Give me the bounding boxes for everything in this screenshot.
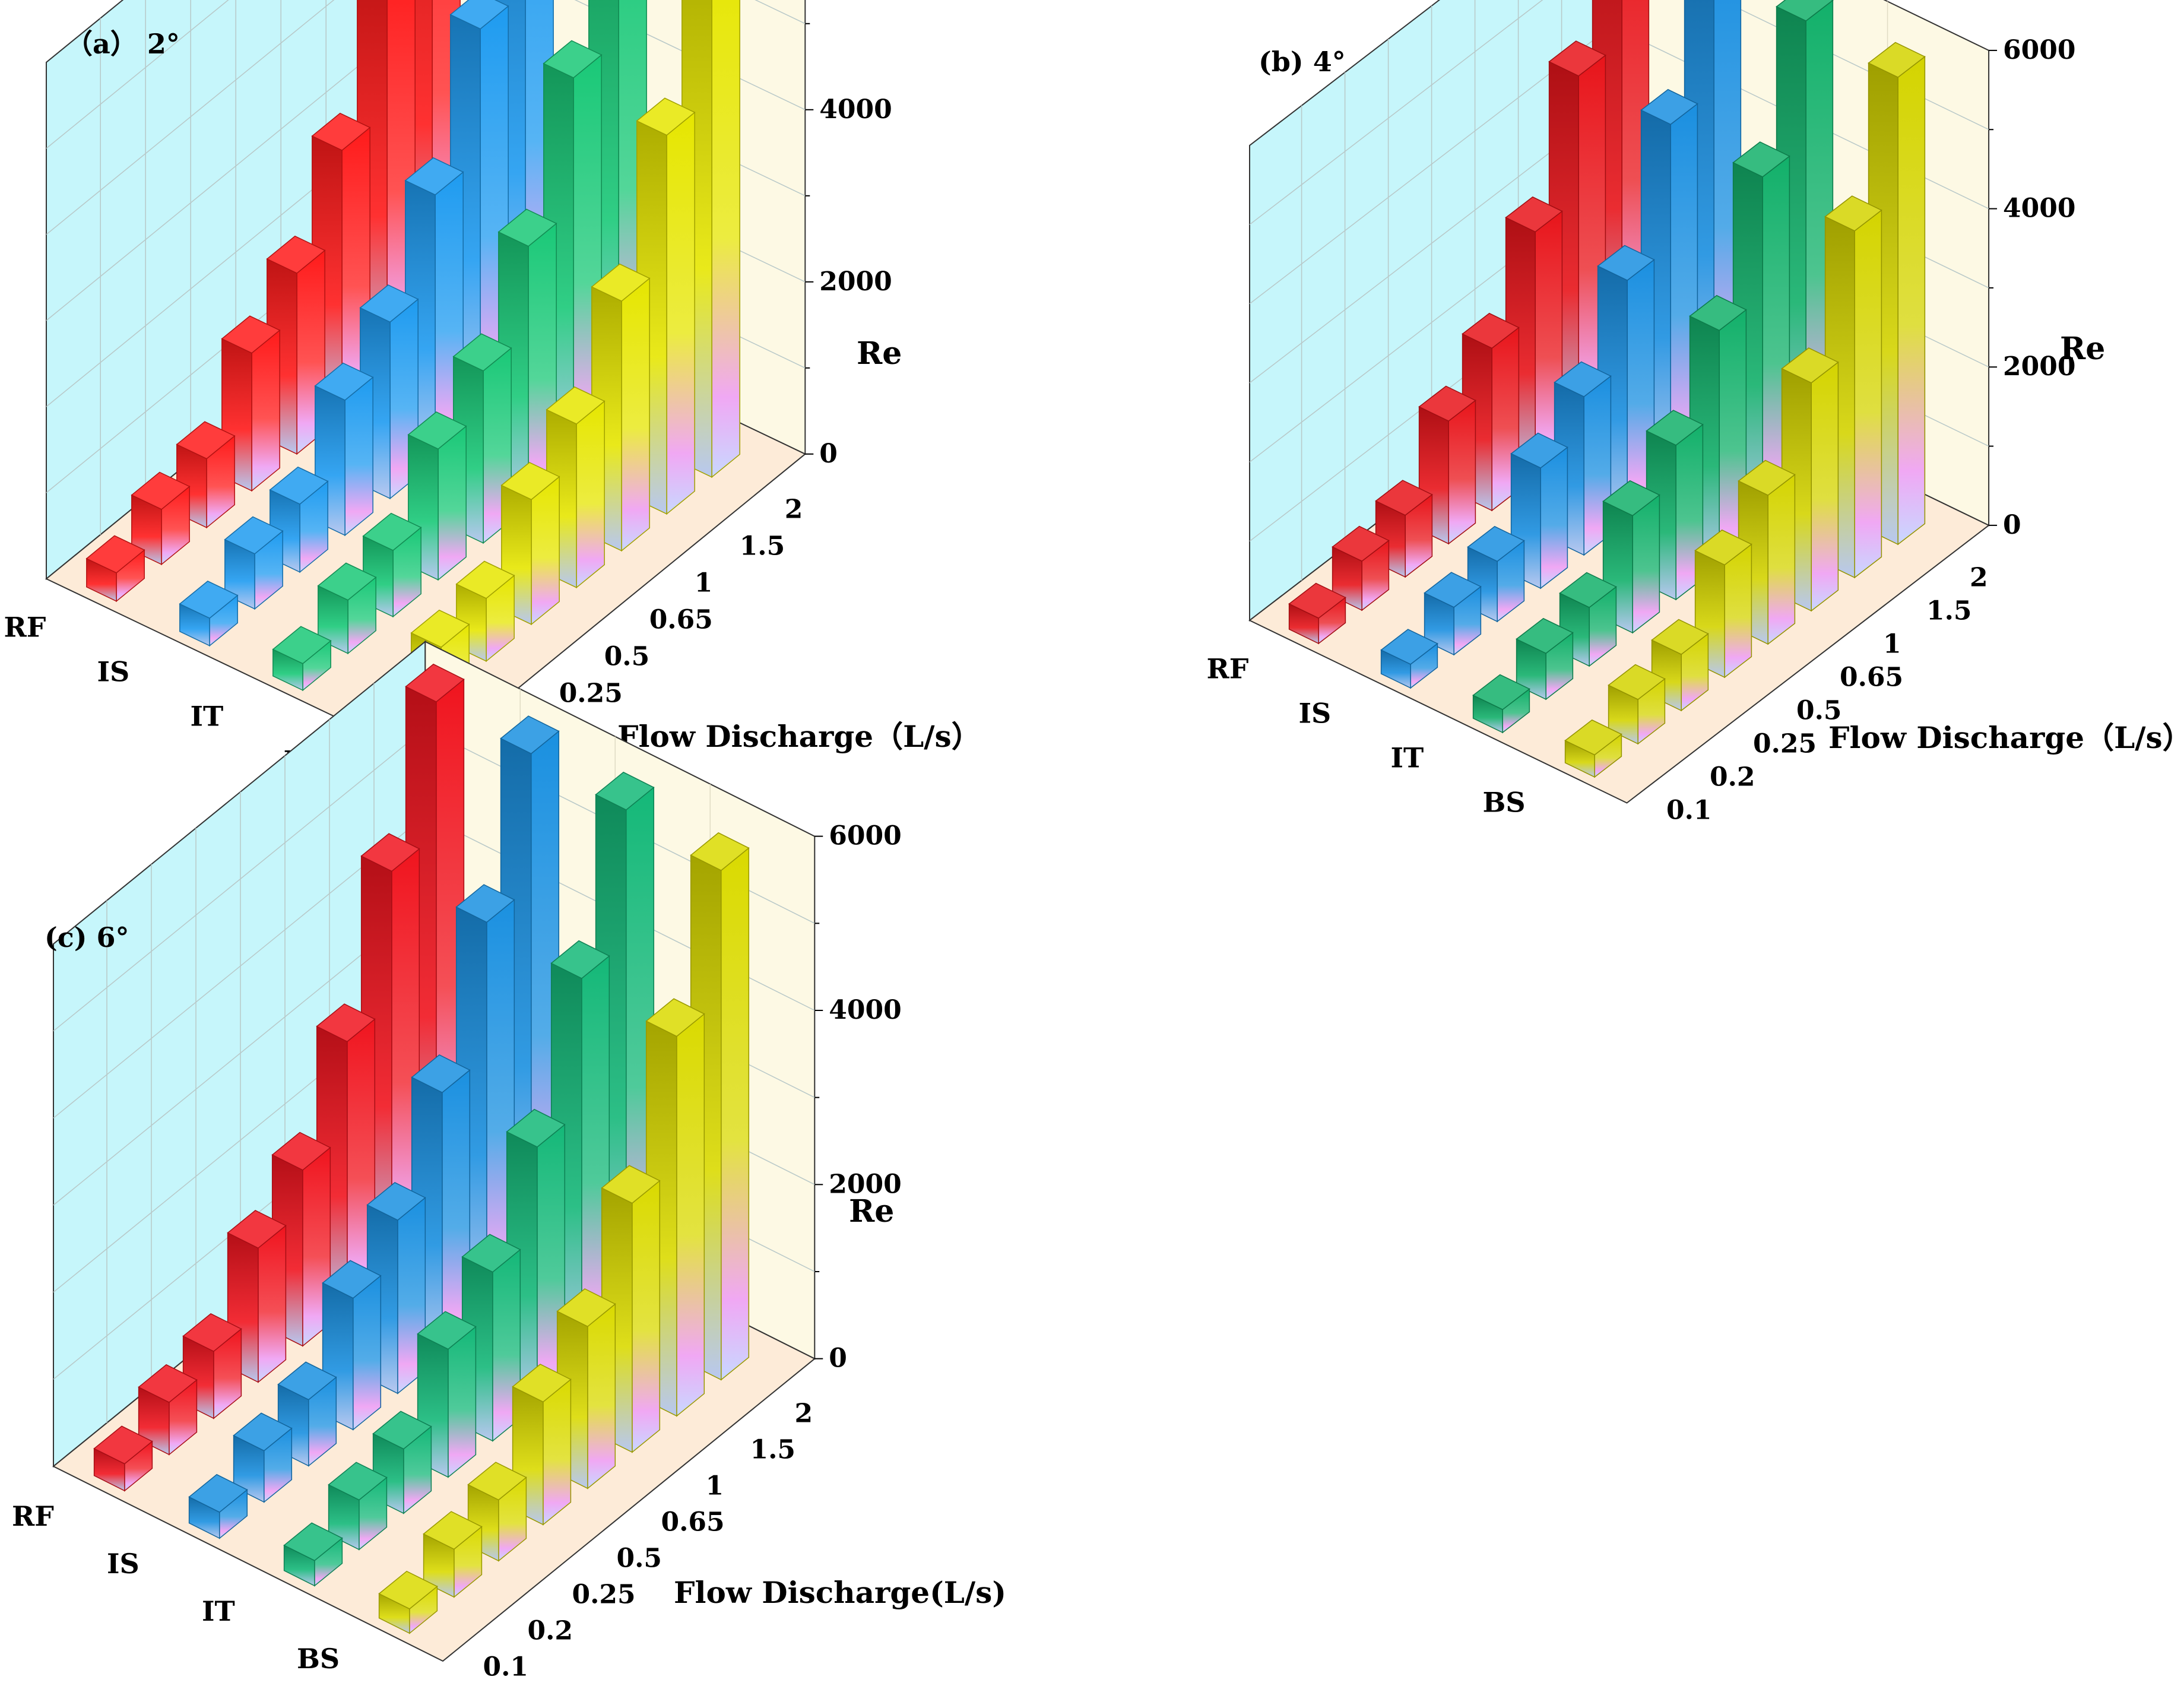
panel-b-gridline [1249,0,1989,225]
panel-c-flow-tick-label: 0.2 [528,1616,573,1646]
panel-c-bar-IS-0.2 [233,1412,293,1503]
panel-a-z-tick-label: 0 [819,439,838,469]
panel-c-z-tick-label: 4000 [829,995,901,1025]
panel-b-z-axis-label: Re [2060,331,2105,367]
panel-a-gridline [46,0,806,235]
panel-c-flow-tick-label: 0.5 [617,1544,663,1574]
panel-b-z-tick-label: 2000 [2003,351,2075,382]
panel-b-flow-tick-label: 1 [1883,629,1901,660]
panel-c-category-label-IS: IS [107,1548,140,1580]
panel-b-z-tick-label: 6000 [2003,35,2075,65]
panel-c-z-tick-label: 0 [829,1343,847,1374]
panel-b-bar-RF-0.25 [1375,480,1433,578]
panel-b-category-label-BS: BS [1483,787,1526,819]
panel-c-bar-BS-1 [601,1165,661,1453]
panel-b-bar-IT-0.1 [1472,674,1530,734]
panel-c-z-axis-label: Re [849,1193,894,1229]
panel-c-bar-RF-0.2 [138,1364,198,1456]
panel-a-z-tick-label: 4000 [819,94,892,125]
panel-b: 0 2000 4000 6000 RF IS IT BS 0.10.20.250.50.6511… [1207,0,2184,826]
panel-a-flow-tick-label: 1 [695,568,713,598]
panel-b-title: (b) 4° [1259,46,1346,78]
panel-a-title: （a） 2° [65,28,180,60]
panel-a-flow-tick-label: 0.65 [649,605,713,635]
panel-c-flow-tick-label: 1.5 [750,1435,796,1465]
panel-b-flow-tick-label: 0.5 [1796,696,1842,726]
panel-b-z-tick-label: 0 [2003,510,2021,540]
panel-b-bar-IS-0.1 [1380,629,1438,689]
panel-c-title: (c) 6° [45,921,129,953]
panel-a: 0200040006000RFISITBS0.10.20.250.50.6511… [4,0,981,782]
panel-c-bar-RF-0.1 [93,1425,153,1492]
panel-a-bar-IT-0.2 [317,562,377,655]
panel-c-category-label-RF: RF [12,1500,54,1532]
panel-c-flow-tick-label: 0.1 [483,1652,529,1682]
panel-a-bar-IS-0.1 [179,581,239,647]
panel-c-category-label-IT: IT [202,1595,235,1627]
panel-b-flow-tick-label: 1.5 [1926,596,1972,626]
panel-a-bar-RF-0.2 [131,471,191,566]
panel-a-category-label-IS: IS [97,656,130,688]
panel-b-category-label-IT: IT [1391,742,1424,774]
panel-b-bar-IS-0.2 [1424,572,1482,656]
panel-a-x-axis-label: Flow Discharge（L/s） [617,719,981,754]
panel-a-bar-RF-0.1 [85,535,145,603]
panel-c-bar-IT-0.1 [283,1522,343,1587]
panel-a-bar-BS-0.65 [546,386,606,589]
panel-c: 0 2000 4000 6000 RF IS IT BS 0.1 0.2 0.25 0.5 0.65 11… [12,640,1006,1682]
panel-c-z-tick-label: 6000 [829,821,901,851]
panel-b-x-axis-label: Flow Discharge（L/s） [1828,720,2184,755]
panel-c-bar-IS-0.1 [188,1473,248,1539]
panel-a-category-label-RF: RF [4,611,46,644]
panel-b-flow-tick-label: 0.25 [1753,729,1817,759]
panel-a-z-axis-label: Re [857,335,902,372]
panel-b-bar-BS-0.1 [1564,719,1622,778]
panel-b-bar-RF-0.65 [1462,312,1520,512]
panel-c-flow-tick-label: 0.65 [661,1507,725,1538]
panel-b-bar-IT-0.5 [1602,480,1660,634]
panel-b-flow-tick-label: 2 [1970,563,1988,593]
panel-b-flow-tick-label: 0.1 [1666,796,1712,826]
panel-a-bar-IT-0.5 [407,411,467,581]
panel-a-flow-tick-label: 0.5 [604,642,650,672]
panel-c-flow-tick-label: 0.25 [572,1580,636,1610]
panel-b-bar-BS-0.2 [1608,664,1666,745]
panel-b-category-label-IS: IS [1299,698,1332,730]
panel-c-bar-BS-0.1 [378,1570,438,1634]
panel-c-flow-tick-label: 1 [706,1471,724,1501]
panel-a-flow-tick-label: 1.5 [740,531,785,562]
panel-c-flow-tick-label: 2 [795,1399,813,1429]
panel-c-bar-RF-0.25 [182,1313,242,1419]
panel-c-bar-BS-0.2 [423,1511,483,1598]
panel-a-category-label-IT: IT [191,701,224,733]
panel-c-z-tick-label: 2000 [829,1169,901,1199]
panel-a-bar-IS-0.2 [224,516,284,610]
panel-b-flow-tick-label: 0.65 [1840,663,1903,693]
panel-b-bar-BS-0.5 [1694,529,1752,679]
panel-b-bar-RF-0.2 [1332,525,1390,611]
panel-c-category-label-BS: BS [297,1643,340,1675]
panel-a-gridline [46,0,806,149]
panel-a-bar-IT-0.1 [272,626,332,692]
panel-a-flow-tick-label: 0.25 [559,679,623,709]
panel-c-bar-IT-0.2 [328,1462,388,1551]
panel-b-z-tick-label: 4000 [2003,194,2075,224]
panel-b-category-label-RF: RF [1207,653,1249,685]
panel-b-bar-IT-1 [1689,294,1747,568]
panel-a-flow-tick-label: 2 [785,495,803,525]
panel-b-bar-RF-0.1 [1288,582,1346,645]
panel-a-z-tick-label: 2000 [819,267,892,297]
panel-b-bar-IT-0.2 [1516,617,1574,701]
panel-c-x-axis-label: Flow Discharge(L/s) [674,1575,1006,1610]
panel-b-flow-tick-label: 0.2 [1710,762,1755,793]
